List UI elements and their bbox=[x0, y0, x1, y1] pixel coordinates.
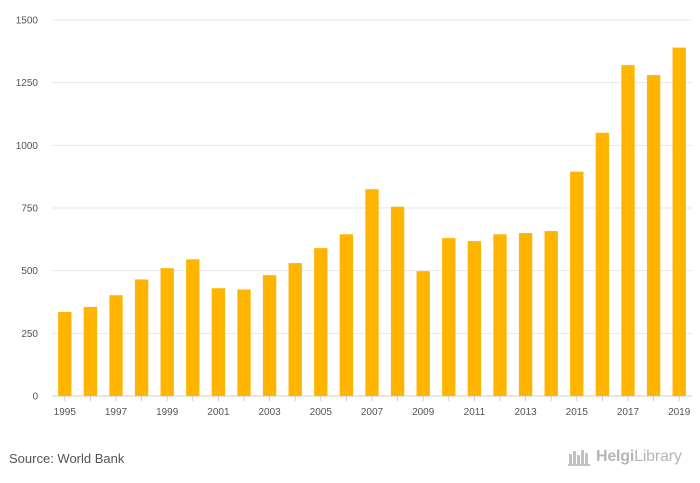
x-tick-label-2011: 2011 bbox=[464, 407, 486, 418]
x-tick-label-1995: 1995 bbox=[54, 407, 77, 418]
bar-2016 bbox=[595, 132, 610, 397]
brand-name-part-2: Library bbox=[634, 448, 682, 465]
bar-1996 bbox=[83, 307, 98, 396]
y-tick-label-250: 250 bbox=[21, 329, 38, 340]
source-note: Source: World Bank bbox=[9, 451, 125, 466]
y-axis-ticks: 0 250 500 750 1000 1250 1500 bbox=[16, 16, 39, 403]
y-tick-label-1250: 1250 bbox=[16, 78, 39, 89]
bar-2007 bbox=[365, 189, 379, 396]
x-tick-label-2019: 2019 bbox=[668, 407, 691, 418]
bar-2010 bbox=[442, 238, 456, 396]
bar-2018 bbox=[646, 75, 661, 396]
bar-2008 bbox=[390, 206, 405, 396]
y-tick-label-750: 750 bbox=[21, 204, 38, 215]
bar-2019 bbox=[672, 47, 686, 396]
x-tick-label-2003: 2003 bbox=[258, 407, 281, 418]
y-tick-label-0: 0 bbox=[32, 392, 38, 403]
bar-2000 bbox=[186, 259, 200, 396]
bar-2001 bbox=[211, 288, 226, 396]
bar-2012 bbox=[493, 234, 507, 396]
bar-2009 bbox=[416, 271, 430, 396]
x-axis-ticks: 1995 1997 1999 2001 2003 2005 2007 2009 2011 2013… bbox=[54, 396, 691, 418]
bar-2006 bbox=[339, 234, 354, 396]
bar-2017 bbox=[621, 65, 635, 397]
y-tick-label-500: 500 bbox=[21, 266, 38, 277]
x-tick-label-2015: 2015 bbox=[566, 407, 589, 418]
x-tick-label-2001: 2001 bbox=[207, 407, 230, 418]
bar-2004 bbox=[288, 263, 302, 396]
bar-1997 bbox=[109, 295, 123, 396]
bar-2013 bbox=[518, 233, 533, 396]
bar-2014 bbox=[544, 231, 558, 396]
bar-1998 bbox=[134, 279, 149, 396]
y-tick-label-1500: 1500 bbox=[16, 16, 39, 27]
x-tick-label-2007: 2007 bbox=[361, 407, 384, 418]
x-tick-label-2013: 2013 bbox=[514, 407, 537, 418]
bar-2015 bbox=[570, 171, 584, 396]
bar-2011 bbox=[467, 241, 482, 396]
bar-2005 bbox=[314, 248, 328, 396]
bar-1995 bbox=[58, 312, 72, 396]
helgi-library-logo: HelgiLibrary bbox=[568, 448, 682, 466]
x-tick-label-1999: 1999 bbox=[156, 407, 179, 418]
library-shelf-icon bbox=[568, 450, 590, 466]
x-tick-label-2017: 2017 bbox=[617, 407, 640, 418]
bar-chart: 0 250 500 750 1000 1250 1500 1995 1997 1999 2001 2… bbox=[16, 16, 692, 418]
x-tick-label-2005: 2005 bbox=[310, 407, 333, 418]
x-tick-label-1997: 1997 bbox=[105, 407, 128, 418]
brand-name-part-1: Helgi bbox=[596, 448, 635, 465]
x-tick-label-2009: 2009 bbox=[412, 407, 435, 418]
bar-2002 bbox=[237, 289, 251, 396]
bar-1999 bbox=[160, 268, 174, 396]
bar-2003 bbox=[262, 275, 277, 396]
y-tick-label-1000: 1000 bbox=[16, 141, 39, 152]
bars bbox=[58, 47, 686, 397]
brand-name: HelgiLibrary bbox=[596, 448, 682, 466]
